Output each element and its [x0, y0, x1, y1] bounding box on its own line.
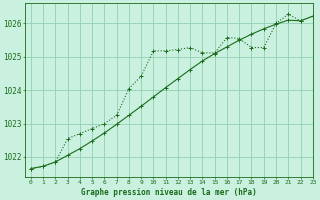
X-axis label: Graphe pression niveau de la mer (hPa): Graphe pression niveau de la mer (hPa): [81, 188, 257, 197]
